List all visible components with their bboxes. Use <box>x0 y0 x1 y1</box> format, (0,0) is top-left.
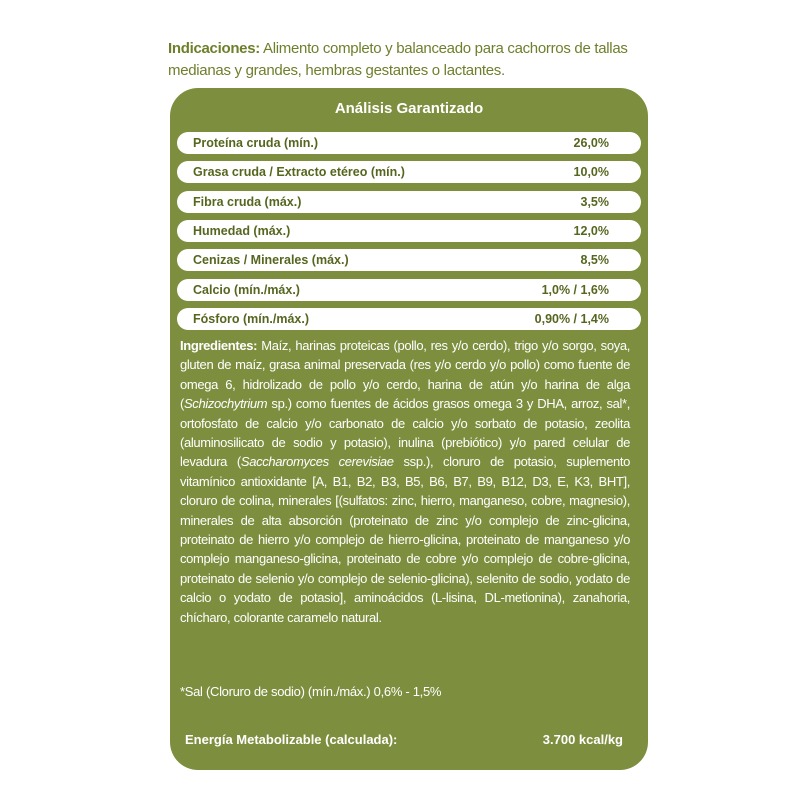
indications: Indicaciones: Alimento completo y balanc… <box>168 38 638 82</box>
energy: Energía Metabolizable (calculada): 3.700 … <box>185 732 623 747</box>
ingredients: Ingredientes: Maíz, harinas proteicas (p… <box>180 336 630 627</box>
analysis-row: Humedad (máx.) 12,0% <box>177 219 641 242</box>
nutrient-value: 3,5% <box>580 194 610 209</box>
salt-note: *Sal (Cloruro de sodio) (mín./máx.) 0,6%… <box>180 684 442 699</box>
analysis-row: Proteína cruda (mín.) 26,0% <box>177 132 641 154</box>
analysis-row: Cenizas / Minerales (máx.) 8,5% <box>177 249 641 272</box>
nutrient-name: Fósforo (mín./máx.) <box>193 311 309 326</box>
nutrient-value: 10,0% <box>573 165 609 180</box>
energy-label: Energía Metabolizable (calculada): <box>185 732 398 747</box>
nutrient-value: 0,90% / 1,4% <box>534 311 609 326</box>
nutrient-name: Proteína cruda (mín.) <box>193 136 319 150</box>
ingredient-italic: Schizochytrium <box>183 396 268 412</box>
nutrient-value: 26,0% <box>573 136 609 150</box>
analysis-row: Fibra cruda (máx.) 3,5% <box>177 190 641 213</box>
analysis-row: Fósforo (mín./máx.) 0,90% / 1,4% <box>177 307 641 330</box>
indications-text: Alimento completo y balanceado para cach… <box>168 40 628 79</box>
analysis-row: Grasa cruda / Extracto etéreo (mín.) 10,0… <box>177 161 641 184</box>
indications-label: Indicaciones: <box>168 40 260 57</box>
nutrient-name: Fibra cruda (máx.) <box>193 194 302 209</box>
analysis-title: Análisis Garantizado <box>334 100 484 117</box>
nutrient-name: Grasa cruda / Extracto etéreo (mín.) <box>193 165 405 180</box>
analysis-row: Calcio (mín./máx.) 1,0% / 1,6% <box>177 278 641 301</box>
ingredient-text: sp.) como fuentes de ácidos grasos omega… <box>180 396 630 470</box>
ingredient-text: Maíz, harinas proteicas (pollo, res y/o … <box>180 338 631 412</box>
nutrient-value: 12,0% <box>573 223 609 238</box>
ingredient-text: ssp.), cloruro de potasio, suplemento vi… <box>180 454 631 625</box>
ingredients-label: Ingredientes: <box>180 338 258 353</box>
nutrient-name: Calcio (mín./máx.) <box>193 282 300 297</box>
nutrient-name: Humedad (máx.) <box>193 223 291 238</box>
panel: Análisis Garantizado Proteína cruda (mín… <box>170 88 648 770</box>
nutrient-name: Cenizas / Minerales (máx.) <box>193 253 349 268</box>
energy-value: 3.700 kcal/kg <box>542 732 623 747</box>
ingredient-italic: Saccharomyces cerevisiae <box>240 454 394 470</box>
nutrient-value: 8,5% <box>580 253 610 268</box>
nutrient-value: 1,0% / 1,6% <box>541 282 609 297</box>
